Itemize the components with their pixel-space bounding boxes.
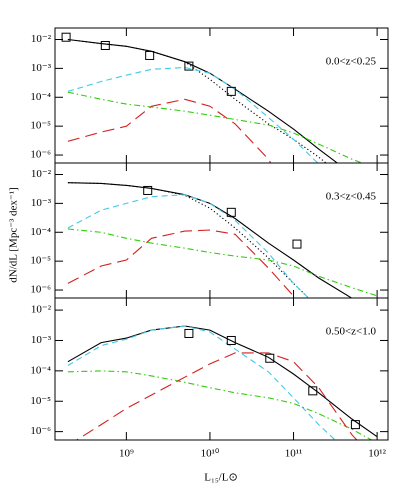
model-curve [67,325,378,438]
model-curve [67,194,310,298]
model-curve [67,229,296,298]
y-tick-label: 10⁻³ [31,334,52,346]
x-axis-label: L₁₅/L⊙ [204,472,237,484]
data-point [143,185,153,195]
data-point [226,335,236,345]
model-curve [67,38,327,163]
y-tick-label: 10⁻³ [31,197,52,209]
model-curve [67,182,310,298]
y-tick-label: 10⁻² [31,304,52,316]
y-tick-label: 10⁻⁵ [30,395,51,407]
panel-frame [54,297,389,441]
y-tick-label: 10⁻⁵ [30,120,51,132]
plot-area [67,182,378,298]
data-point [226,86,236,96]
data-point [100,40,110,50]
data-point [145,50,155,60]
data-point [184,61,194,71]
panel-annotation: 0.0<z<0.25 [326,56,377,68]
plot-area [61,32,364,163]
data-point [292,239,302,249]
x-tick-label: 10¹⁰ [201,448,220,460]
data-point [265,353,275,363]
data-point [308,386,318,396]
panel-annotation: 0.50<z<1.0 [326,326,377,338]
y-tick-label: 10⁻² [31,33,52,45]
y-tick-label: 10⁻⁶ [30,425,51,437]
panel-frame [54,27,389,164]
plot-area [67,325,378,440]
model-curve [67,66,319,163]
model-curve [67,91,364,163]
data-point [350,420,360,430]
y-tick-label: 10⁻⁴ [30,226,51,238]
y-tick-label: 10⁻⁴ [30,91,51,103]
y-tick-label: 10⁻² [31,168,52,180]
model-curve [67,228,378,297]
model-curve [67,370,373,440]
y-tick-label: 10⁻⁶ [30,149,51,161]
y-tick-label: 10⁻⁴ [30,364,51,376]
y-tick-label: 10⁻⁵ [30,255,51,267]
x-tick-label: 10⁹ [119,448,134,460]
y-tick-label: 10⁻⁶ [30,284,51,296]
x-tick-label: 10¹² [368,448,386,460]
model-curve [67,98,272,163]
y-tick-label: 10⁻³ [31,62,52,74]
x-tick-label: 10¹¹ [285,448,303,460]
y-axis-label: dN/dL [Mpc⁻³ dex⁻¹] [8,187,20,282]
data-point [184,328,194,338]
model-curve [67,325,336,440]
model-curve [75,352,358,440]
panel-annotation: 0.3<z<0.45 [326,191,377,203]
data-point [61,32,71,42]
data-point [226,207,236,217]
